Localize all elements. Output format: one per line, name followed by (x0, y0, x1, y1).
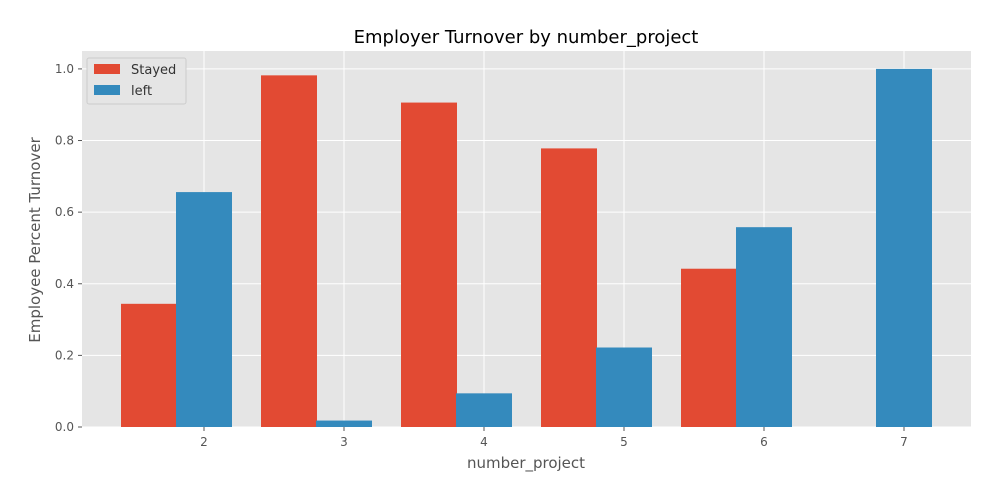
x-tick-label: 4 (480, 435, 488, 449)
bar-left-3 (316, 420, 372, 427)
y-axis-ticks: 0.0 0.2 0.4 0.6 0.8 1.0 (55, 62, 82, 434)
y-tick-label: 1.0 (55, 62, 74, 76)
x-tick-label: 7 (900, 435, 908, 449)
x-tick-label: 5 (620, 435, 628, 449)
bar-stayed-4 (401, 102, 457, 428)
y-tick-label: 0.8 (55, 134, 74, 148)
legend-label-left: left (131, 84, 152, 99)
bar-stayed-5 (541, 148, 597, 427)
bar-left-7 (876, 68, 932, 428)
x-tick-label: 6 (760, 435, 768, 449)
y-tick-label: 0.2 (55, 348, 74, 362)
y-tick-label: 0.6 (55, 205, 74, 219)
legend-swatch-left (94, 85, 120, 95)
x-tick-label: 3 (340, 435, 348, 449)
bar-stayed-2 (121, 303, 177, 427)
legend-swatch-stayed (94, 64, 120, 74)
legend-label-stayed: Stayed (131, 63, 176, 78)
bar-left-5 (596, 347, 652, 427)
y-tick-label: 0.4 (55, 277, 74, 291)
x-axis-label: number_project (467, 454, 585, 473)
chart-title: Employer Turnover by number_project (354, 27, 699, 48)
x-tick-label: 2 (200, 435, 208, 449)
bar-left-2 (176, 192, 232, 427)
bar-left-6 (736, 227, 792, 427)
y-axis-label: Employee Percent Turnover (26, 136, 44, 342)
y-tick-label: 0.0 (55, 420, 74, 434)
bar-left-4 (456, 393, 512, 427)
bar-stayed-6 (681, 268, 737, 427)
bars (121, 68, 932, 428)
bar-stayed-3 (261, 75, 317, 428)
x-axis-ticks: 2 3 4 5 6 7 (200, 427, 908, 449)
legend: Stayed left (86, 57, 187, 105)
